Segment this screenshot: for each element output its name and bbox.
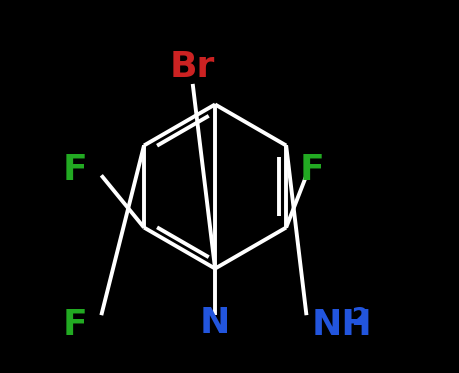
Text: N: N (200, 305, 230, 340)
Text: Br: Br (170, 50, 215, 84)
Text: NH: NH (311, 308, 372, 342)
Text: F: F (63, 153, 87, 187)
Text: 2: 2 (351, 306, 367, 330)
Text: F: F (63, 308, 87, 342)
Text: F: F (299, 153, 324, 187)
